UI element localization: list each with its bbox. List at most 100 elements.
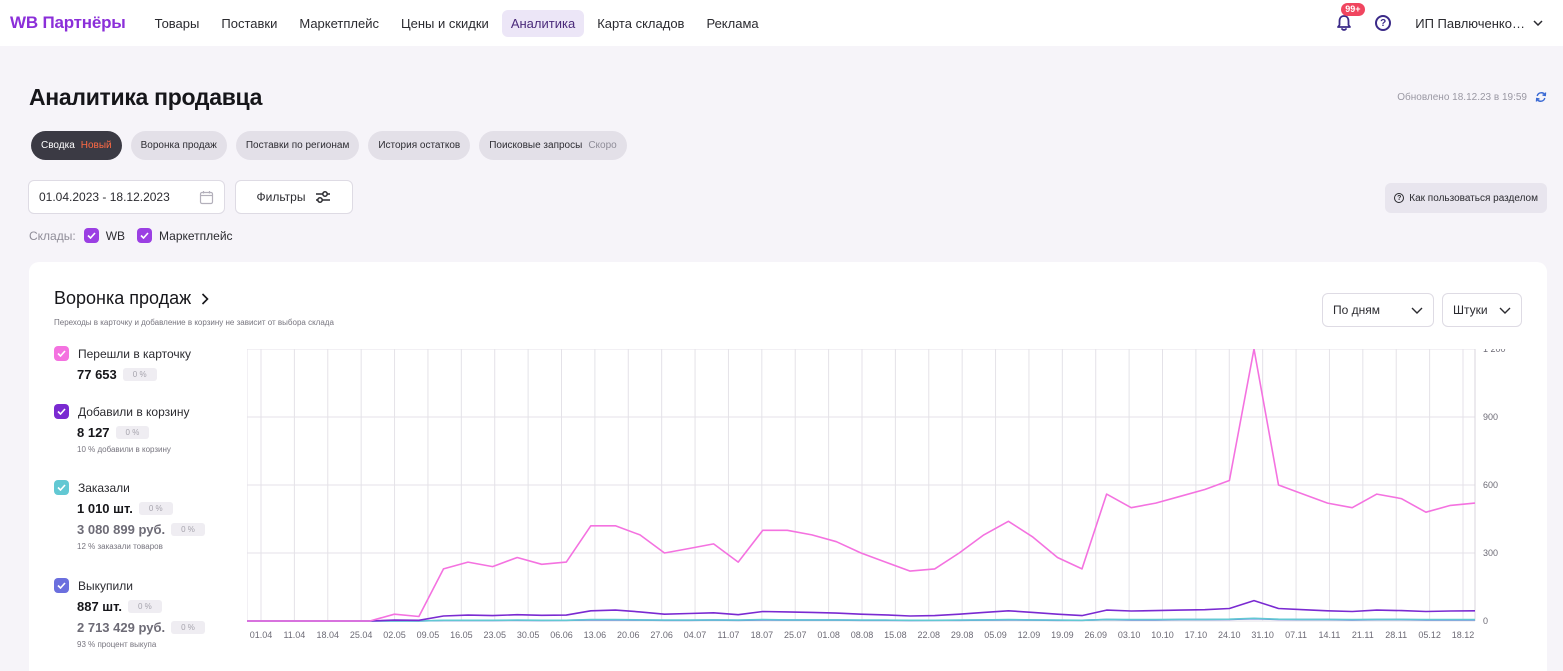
legend-value: 77 653 <box>77 367 117 382</box>
chevron-down-icon <box>1533 20 1543 26</box>
x-tick-label: 19.09 <box>1051 630 1074 640</box>
tab-summary[interactable]: Сводка Новый <box>31 131 122 160</box>
checkbox-checked-icon[interactable] <box>54 404 69 419</box>
funnel-chart[interactable]: 01.04 11.04 18.04 25.04 02.05 09.05 16.05 23.05… <box>246 344 1537 649</box>
sliders-icon <box>316 191 331 203</box>
legend-money: 3 080 899 руб. <box>77 522 166 537</box>
x-tick-label: 05.09 <box>984 630 1007 640</box>
help-icon[interactable]: ? <box>1375 15 1392 31</box>
nav-item-goods[interactable]: Товары <box>154 15 200 31</box>
warehouses-filter: Склады: WB Маркетплейс <box>29 228 245 243</box>
x-tick-label: 03.10 <box>1118 630 1141 640</box>
funnel-title-link[interactable]: Воронка продаж <box>54 288 209 309</box>
refresh-icon[interactable] <box>1535 91 1547 103</box>
warehouse-checkbox-marketplace[interactable]: Маркетплейс <box>137 228 233 243</box>
checkbox-checked-icon[interactable] <box>54 578 69 593</box>
tab-label: Поисковые запросы <box>489 140 583 151</box>
tab-stock-history[interactable]: История остатков <box>368 131 471 160</box>
nav-item-marketplace[interactable]: Маркетплейс <box>299 15 379 31</box>
notifications-button[interactable]: 99+ <box>1333 3 1365 34</box>
x-tick-label: 30.05 <box>517 630 540 640</box>
legend-money-percent: 0 % <box>171 523 205 536</box>
x-tick-label: 22.08 <box>918 630 941 640</box>
x-tick-label: 20.06 <box>617 630 640 640</box>
nav-item-warehouse-map[interactable]: Карта складов <box>597 15 685 31</box>
y-tick-label: 600 <box>1483 480 1498 490</box>
legend-label: Добавили в корзину <box>78 404 190 419</box>
tab-label: Сводка <box>41 140 75 151</box>
nav-item-ads[interactable]: Реклама <box>706 15 759 31</box>
x-tick-label: 05.12 <box>1418 630 1441 640</box>
legend-label: Выкупили <box>78 578 133 593</box>
tab-search-queries[interactable]: Поисковые запросы Скоро <box>479 131 627 160</box>
date-range-picker[interactable]: 01.04.2023 - 18.12.2023 <box>28 180 225 214</box>
x-tick-label: 08.08 <box>851 630 874 640</box>
period-select-value: По дням <box>1333 303 1381 317</box>
x-tick-label: 26.09 <box>1084 630 1107 640</box>
x-tick-label: 09.05 <box>417 630 440 640</box>
x-tick-label: 02.05 <box>383 630 406 640</box>
x-tick-label: 21.11 <box>1352 630 1374 640</box>
period-select[interactable]: По дням <box>1322 293 1434 327</box>
x-tick-label: 12.09 <box>1018 630 1041 640</box>
tab-label: История остатков <box>378 140 461 151</box>
sales-funnel-card: Воронка продаж Переходы в карточку и доб… <box>29 262 1547 671</box>
funnel-subtitle: Переходы в карточку и добавление в корзи… <box>54 318 334 327</box>
x-tick-label: 15.08 <box>884 630 907 640</box>
main-nav: Товары Поставки Маркетплейс Цены и скидк… <box>146 9 772 37</box>
brand-logo[interactable]: WB Партнёры <box>10 13 126 32</box>
y-tick-label: 900 <box>1483 412 1498 422</box>
legend-label: Заказали <box>78 480 130 495</box>
topbar-actions: 99+ ? ИП Павлюченко… <box>1333 0 1543 46</box>
chevron-down-icon <box>1499 307 1511 314</box>
checkbox-checked-icon[interactable] <box>54 346 69 361</box>
page-title: Аналитика продавца <box>29 84 263 110</box>
filters-button[interactable]: Фильтры <box>235 180 353 214</box>
x-tick-label: 29.08 <box>951 630 974 640</box>
calendar-icon <box>199 191 214 205</box>
user-menu[interactable]: ИП Павлюченко… <box>1415 16 1543 31</box>
x-tick-label: 04.07 <box>684 630 707 640</box>
legend-item-added-to-cart[interactable]: Добавили в корзину 8 127 0 % 10 % добави… <box>54 404 189 454</box>
checkbox-checked-icon[interactable] <box>54 480 69 495</box>
nav-item-supplies[interactable]: Поставки <box>221 15 278 31</box>
bell-icon <box>1337 15 1352 31</box>
x-tick-label: 11.07 <box>718 630 740 640</box>
tab-sales-funnel[interactable]: Воронка продаж <box>130 131 227 160</box>
x-tick-label: 28.11 <box>1385 630 1407 640</box>
tab-label: Поставки по регионам <box>245 140 350 151</box>
tab-label: Воронка продаж <box>140 140 217 151</box>
tab-new-tag: Новый <box>80 140 112 151</box>
legend-item-ordered[interactable]: Заказали 1 010 шт. 0 % 3 080 899 руб. 0 … <box>54 480 205 551</box>
warehouse-checkbox-wb[interactable]: WB <box>83 228 125 243</box>
how-to-label: Как пользоваться разделом <box>1409 192 1538 204</box>
x-tick-label: 06.06 <box>550 630 573 640</box>
tab-soon-tag: Скоро <box>588 140 617 151</box>
nav-item-analytics[interactable]: Аналитика <box>501 9 585 37</box>
x-tick-label: 10.10 <box>1151 630 1174 640</box>
user-name: ИП Павлюченко… <box>1415 15 1525 31</box>
x-tick-label: 31.10 <box>1251 630 1274 640</box>
tab-supplies-by-region[interactable]: Поставки по регионам <box>235 131 360 160</box>
unit-select[interactable]: Штуки <box>1442 293 1522 327</box>
x-tick-label: 18.07 <box>751 630 774 640</box>
nav-item-prices[interactable]: Цены и скидки <box>400 15 489 31</box>
legend-percent: 0 % <box>138 502 173 515</box>
series-line <box>247 617 1475 622</box>
legend-value: 887 шт. <box>77 599 122 614</box>
legend-value: 8 127 <box>77 425 110 440</box>
series-line <box>247 599 1476 622</box>
top-navigation-bar: WB Партнёры Товары Поставки Маркетплейс … <box>0 0 1563 46</box>
legend-money: 2 713 429 руб. <box>77 620 166 635</box>
analytics-tabs: Сводка Новый Воронка продаж Поставки по … <box>31 131 636 160</box>
notifications-badge: 99+ <box>1341 3 1365 16</box>
legend-item-bought[interactable]: Выкупили 887 шт. 0 % 2 713 429 руб. 0 % … <box>54 578 205 649</box>
legend-value: 1 010 шт. <box>77 501 133 516</box>
warehouses-label: Склады: <box>29 228 76 243</box>
x-tick-label: 18.12 <box>1452 630 1475 640</box>
updated-status: Обновлено 18.12.23 в 19:59 <box>1397 91 1547 103</box>
legend-note: 12 % заказали товаров <box>77 542 163 551</box>
how-to-use-button[interactable]: ? Как пользоваться разделом <box>1385 183 1547 213</box>
x-tick-label: 24.10 <box>1218 630 1241 640</box>
legend-item-card-visits[interactable]: Перешли в карточку 77 653 0 % <box>54 346 191 382</box>
